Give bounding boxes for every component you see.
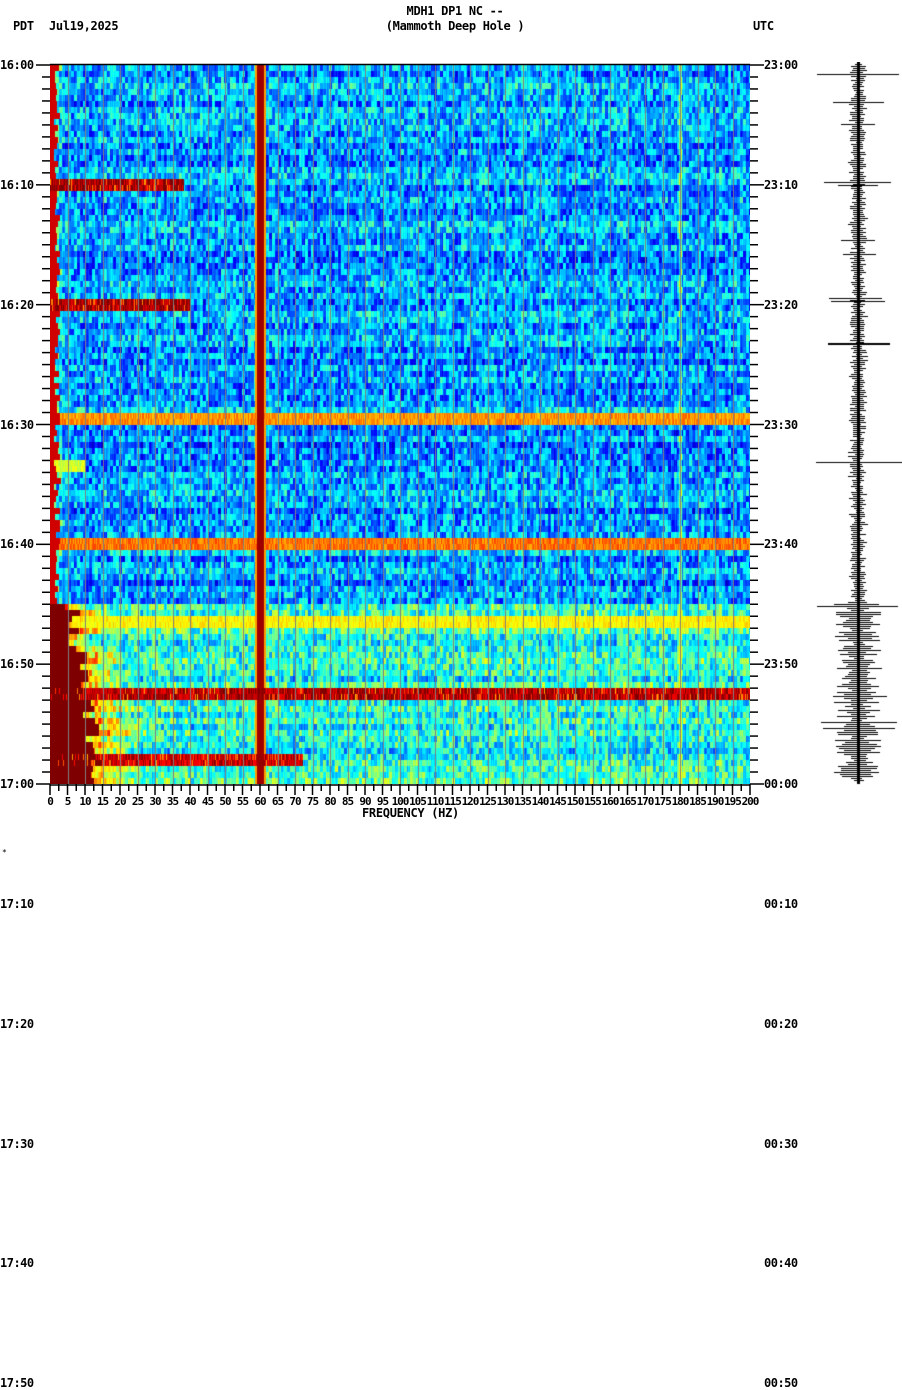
x-tick-label: 30 [149,795,161,808]
x-tick-label: 125 [479,795,497,808]
y-tick-label-left: 16:00 [0,58,34,72]
y-tick-label-right: 23:10 [764,177,798,192]
x-tick-label: 80 [324,795,336,808]
x-tick-label: 190 [706,795,725,808]
y-tick-label-right: 00:20 [764,1016,798,1031]
seismogram-trace [815,62,902,787]
x-tick-label: 195 [724,795,742,808]
x-tick-label: 95 [376,795,389,808]
x-tick-label: 165 [619,795,637,808]
location-title: (Mammoth Deep Hole ) [385,19,525,33]
x-tick-label: 135 [514,795,532,808]
x-tick-label: 75 [306,795,319,808]
y-tick-label-left: 16:10 [0,177,34,192]
x-tick-label: 180 [671,795,690,808]
x-tick-label: 45 [201,795,214,808]
x-tick-label: 110 [426,795,445,808]
x-tick-label: 145 [549,795,567,808]
x-tick-label: 85 [341,795,354,808]
x-tick-label: 185 [689,795,707,808]
y-tick-label-right: 00:40 [764,1256,798,1271]
x-tick-label: 35 [166,795,179,808]
x-tick-label: 10 [79,795,91,808]
x-axis-title: FREQUENCY (HZ) [362,806,459,820]
x-tick-label: 130 [496,795,515,808]
x-tick-label: 15 [96,795,109,808]
x-tick-label: 100 [391,795,410,808]
y-tick-label-right: 23:40 [764,537,798,552]
right-timezone-label: UTC [753,19,774,33]
y-tick-label-left: 16:40 [0,537,34,552]
x-tick-label: 160 [601,795,620,808]
y-tick-label-left: 16:20 [0,297,34,312]
x-tick-label: 25 [131,795,144,808]
y-tick-label-right: 23:20 [764,297,798,312]
y-tick-label-left: 16:50 [0,657,34,672]
x-tick-label: 20 [114,795,126,808]
x-tick-label: 60 [254,795,266,808]
footer-mark: * [2,848,7,857]
spectrogram-heatmap [50,65,750,784]
y-tick-label-right: 23:00 [764,58,798,72]
x-tick-label: 120 [461,795,480,808]
x-tick-label: 5 [64,795,72,808]
y-tick-label-left: 17:30 [0,1136,34,1151]
y-tick-label-left: 17:50 [0,1376,34,1390]
y-tick-label-right: 00:30 [764,1136,798,1151]
y-tick-label-left: 17:10 [0,896,34,911]
y-tick-label-left: 16:30 [0,417,34,432]
station-title: MDH1 DP1 NC -- [406,4,504,18]
x-tick-label: 40 [184,795,196,808]
x-tick-label: 175 [654,795,672,808]
y-tick-label-left: 17:20 [0,1016,34,1031]
x-tick-label: 90 [359,795,371,808]
date-label: Jul19,2025 [49,19,119,33]
x-tick-label: 105 [409,795,427,808]
y-tick-label-right: 23:50 [764,657,798,672]
x-tick-label: 70 [289,795,301,808]
x-tick-label: 115 [444,795,462,808]
y-tick-label-right: 00:50 [764,1376,798,1390]
y-tick-label-left: 17:40 [0,1256,34,1271]
x-tick-label: 55 [236,795,249,808]
x-tick-label: 0 [47,795,54,808]
y-tick-label-right: 00:00 [764,777,798,791]
left-timezone-label: PDT [13,19,34,33]
x-tick-label: 65 [271,795,284,808]
y-tick-label-left: 17:00 [0,777,34,791]
x-tick-label: 50 [219,795,231,808]
y-tick-label-right: 00:10 [764,896,798,911]
x-tick-label: 140 [531,795,550,808]
y-tick-label-right: 23:30 [764,417,798,432]
x-tick-label: 170 [636,795,655,808]
x-tick-label: 155 [584,795,602,808]
x-tick-label: 200 [741,795,760,808]
x-tick-label: 150 [566,795,585,808]
